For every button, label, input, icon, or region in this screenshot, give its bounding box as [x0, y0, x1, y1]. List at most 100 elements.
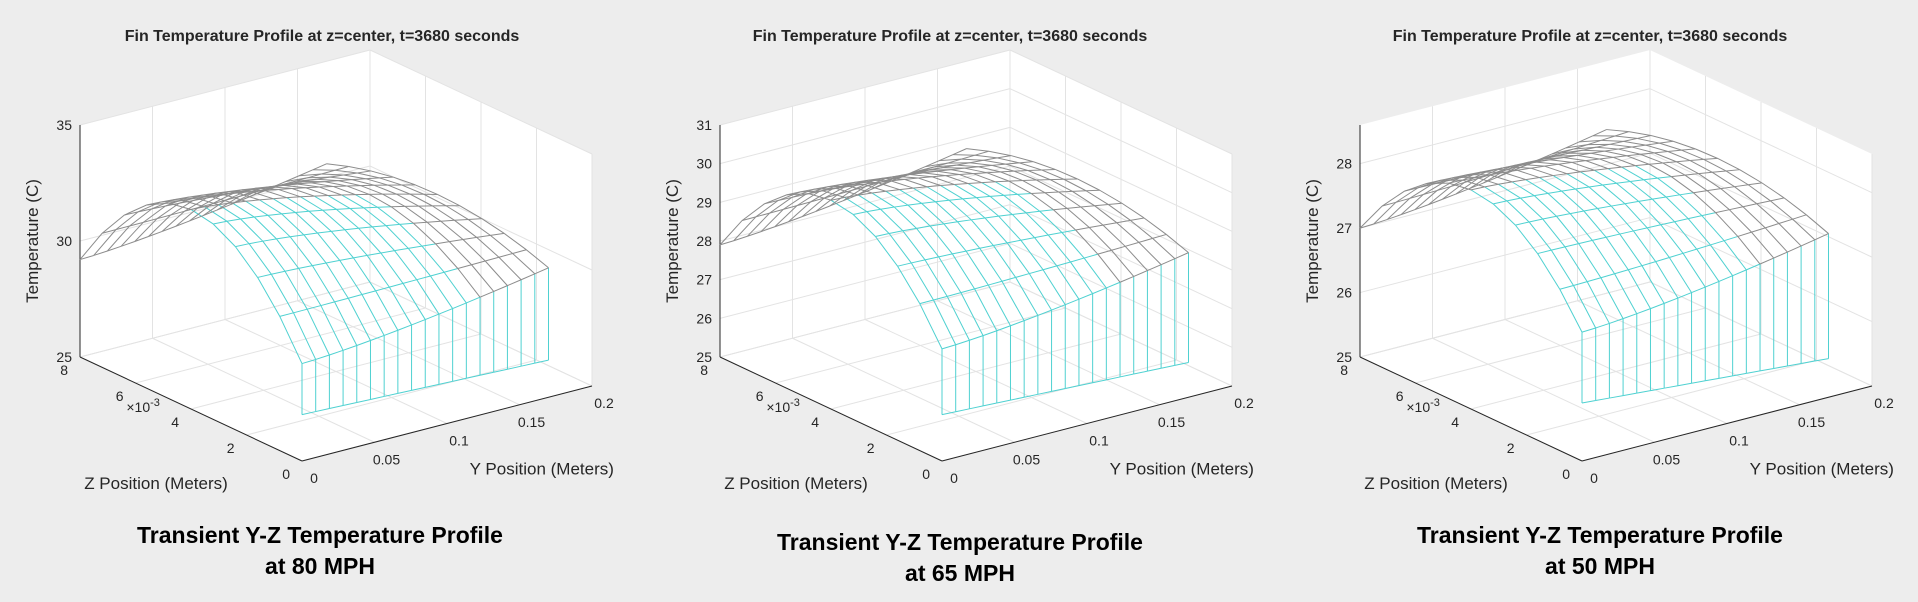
surface-mesh-line [921, 202, 945, 225]
surface-mesh-line [1583, 208, 1598, 212]
surface-mesh-line [856, 189, 871, 196]
surface-mesh-line [1593, 169, 1617, 184]
surface-mesh-line [969, 335, 984, 341]
surface-mesh-line [449, 239, 464, 243]
surface-mesh-line [1555, 154, 1578, 157]
surface-mesh-line [312, 262, 327, 267]
surface-mesh-line [271, 181, 286, 188]
surface-mesh-line [334, 169, 358, 174]
surface-mesh-line [1609, 140, 1624, 145]
surface-mesh-line [1665, 196, 1689, 220]
surface-mesh-line [334, 301, 358, 346]
surface-mesh-line [1111, 249, 1135, 277]
surface-mesh-line [332, 185, 356, 196]
surface-mesh-line [974, 288, 998, 331]
surface-mesh-line [1623, 140, 1646, 146]
surface-mesh-line [866, 211, 890, 234]
surface-mesh-line [1436, 177, 1460, 192]
surface-mesh-line [1070, 257, 1085, 263]
surface-curtain-line [955, 408, 970, 413]
surface-mesh-line [124, 204, 147, 216]
surface-mesh-line [1734, 184, 1749, 188]
surface-mesh-line [466, 296, 481, 304]
z-axis-label: Z Position (Meters) [724, 474, 868, 493]
surface-mesh-line [317, 230, 332, 234]
surface-mesh-line [375, 290, 399, 331]
surface-mesh-line [1491, 169, 1506, 175]
surface-mesh-line [1723, 235, 1738, 242]
surface-mesh-line [385, 223, 400, 227]
surface-mesh-line [316, 178, 339, 182]
surface-mesh-line [830, 196, 845, 201]
surface-mesh-line [1022, 179, 1037, 182]
surface-mesh-line [231, 202, 255, 218]
surface-mesh-line [1027, 169, 1042, 172]
surface-mesh-line [1455, 177, 1479, 195]
surface-mesh-line [418, 205, 442, 222]
surface-mesh-line [1056, 265, 1080, 300]
surface-mesh-line [1034, 237, 1058, 267]
surface-mesh-line [1594, 168, 1609, 171]
surface-mesh-line [1751, 227, 1766, 233]
surface-mesh-line [1604, 148, 1619, 152]
surface-mesh-line [946, 296, 970, 341]
surface-mesh-line [1588, 186, 1612, 207]
surface-mesh-line [921, 201, 936, 204]
surface-mesh-line [1651, 198, 1675, 223]
chart-title: Fin Temperature Profile at z=center, t=3… [1393, 28, 1788, 45]
surface-curtain-line [466, 374, 481, 379]
surface-mesh-line [1591, 240, 1615, 275]
surface-mesh-line [358, 226, 373, 229]
surface-mesh-line [1102, 224, 1126, 247]
surface-mesh-line [380, 250, 395, 254]
surface-mesh-line [919, 303, 943, 350]
z-tick-label: 4 [171, 414, 179, 430]
surface-mesh-line [919, 299, 934, 305]
surface-mesh-line [315, 354, 330, 360]
grid-line [1009, 165, 1233, 271]
surface-mesh-line [1423, 180, 1446, 195]
surface-mesh-line [1614, 135, 1638, 139]
surface-mesh-line [445, 205, 469, 220]
z-axis-exponent: ×10-3 [1406, 397, 1440, 415]
surface-mesh-line [829, 189, 853, 207]
surface-mesh-line [1600, 273, 1615, 279]
surface-mesh-line [148, 214, 172, 237]
surface-mesh-line [425, 313, 440, 321]
surface-mesh-line [1520, 195, 1535, 199]
grid-line [1009, 49, 1233, 155]
surface-curtain-line [1609, 395, 1624, 399]
surface-mesh-line [343, 172, 358, 176]
surface-mesh-line [426, 221, 450, 243]
grid-line [369, 49, 593, 155]
surface-mesh-line [479, 290, 494, 298]
surface-mesh-line [343, 174, 366, 180]
surface-mesh-line [986, 172, 1010, 182]
surface-mesh-line [321, 169, 336, 175]
surface-mesh-line [979, 245, 994, 249]
surface-mesh-line [931, 176, 955, 185]
surface-curtain-line [1119, 373, 1134, 378]
surface-mesh-line [972, 173, 996, 183]
surface-mesh-line [1556, 213, 1571, 217]
surface-mesh-line [402, 283, 426, 320]
z-tick-label: 4 [811, 414, 819, 430]
surface-mesh-line [1659, 140, 1674, 144]
temperature-tick-label: 28 [696, 233, 712, 249]
surface-mesh-line [330, 231, 354, 259]
surface-mesh-line [1528, 218, 1543, 223]
surface-mesh-line [467, 219, 491, 236]
surface-mesh-line [204, 204, 219, 208]
surface-mesh-line [974, 150, 989, 156]
surface-mesh-line [1765, 223, 1780, 229]
surface-mesh-line [1005, 162, 1020, 165]
surface-mesh-line [353, 254, 368, 259]
surface-mesh-line [297, 183, 320, 188]
surface-mesh-line [342, 345, 357, 351]
grid-line [79, 49, 371, 126]
surface-mesh-line [940, 185, 964, 200]
surface-curtain-line [1759, 367, 1774, 372]
surface-mesh-line [1623, 137, 1638, 142]
surface-mesh-line [926, 185, 941, 188]
surface-mesh-line [370, 334, 385, 341]
